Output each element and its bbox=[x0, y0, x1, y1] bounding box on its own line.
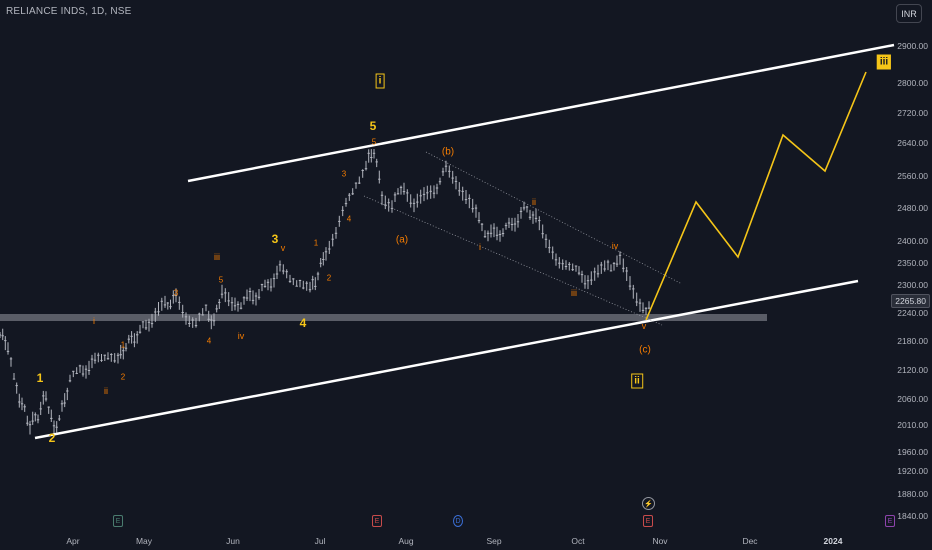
wave-label: 4 bbox=[206, 336, 212, 346]
time-tick: Dec bbox=[742, 536, 758, 546]
time-tick: Aug bbox=[398, 536, 414, 546]
upper-channel-line bbox=[187, 43, 895, 183]
lightning-icon[interactable]: ⚡ bbox=[642, 497, 655, 510]
wave-label: iii bbox=[876, 54, 892, 70]
wave-label: ii bbox=[631, 373, 643, 389]
time-tick: Oct bbox=[571, 536, 585, 546]
wave-label: i bbox=[93, 316, 95, 326]
time-tick: Nov bbox=[652, 536, 668, 546]
correction-channel-upper bbox=[425, 151, 683, 285]
event-marker[interactable]: E bbox=[113, 515, 123, 527]
wave-label: (b) bbox=[441, 146, 455, 158]
lower-channel-line bbox=[34, 279, 859, 440]
event-marker[interactable]: D bbox=[453, 515, 463, 527]
time-tick: May bbox=[135, 536, 153, 546]
wave-label: iii bbox=[571, 288, 577, 298]
wave-label: i bbox=[479, 242, 481, 252]
wave-label: iv bbox=[237, 331, 245, 341]
price-tick: 2300.00 bbox=[897, 280, 928, 290]
currency-button[interactable]: INR bbox=[896, 4, 922, 23]
price-tick: 2800.00 bbox=[897, 78, 928, 88]
price-tick: 2480.00 bbox=[897, 203, 928, 213]
wave-label: 4 bbox=[299, 316, 307, 330]
correction-channel-lower bbox=[363, 195, 663, 326]
price-tick: 2900.00 bbox=[897, 41, 928, 51]
wave-label: 1 bbox=[120, 340, 126, 350]
time-tick: Jul bbox=[314, 536, 326, 546]
event-marker[interactable]: E bbox=[643, 515, 653, 527]
price-tick: 2350.00 bbox=[897, 258, 928, 268]
price-tick: 2120.00 bbox=[897, 365, 928, 375]
wave-label: ii bbox=[104, 386, 108, 396]
price-tick: 1960.00 bbox=[897, 447, 928, 457]
wave-label: i bbox=[375, 73, 385, 89]
wave-label: 1 bbox=[36, 371, 44, 385]
price-tick: 2180.00 bbox=[897, 336, 928, 346]
price-tick: 2640.00 bbox=[897, 138, 928, 148]
wave-label: 3 bbox=[341, 169, 347, 179]
wave-label: 3 bbox=[271, 232, 279, 246]
symbol-title[interactable]: RELIANCE INDS, 1D, NSE bbox=[6, 6, 132, 17]
event-marker[interactable]: E bbox=[372, 515, 382, 527]
price-tick: 2060.00 bbox=[897, 394, 928, 404]
price-tick: 1840.00 bbox=[897, 511, 928, 521]
wave-label: v bbox=[280, 243, 286, 253]
candlestick-series bbox=[0, 149, 651, 435]
time-tick: Jun bbox=[226, 536, 240, 546]
last-price-tag: 2265.80 bbox=[891, 294, 930, 308]
price-tick: 2400.00 bbox=[897, 236, 928, 246]
wave-label: (a) bbox=[395, 234, 409, 246]
wave-label: (c) bbox=[639, 344, 651, 356]
price-tick: 2010.00 bbox=[897, 420, 928, 430]
projected-wave-path bbox=[645, 71, 867, 321]
wave-label: iv bbox=[611, 241, 619, 251]
wave-label: 5 bbox=[369, 119, 377, 133]
price-tick: 1920.00 bbox=[897, 466, 928, 476]
wave-label: iii bbox=[214, 252, 220, 262]
time-tick: Apr bbox=[66, 536, 80, 546]
event-marker[interactable]: E bbox=[885, 515, 895, 527]
wave-label: v bbox=[641, 321, 647, 331]
wave-label: 2 bbox=[326, 273, 332, 283]
wave-label: 2 bbox=[120, 372, 126, 382]
support-zone bbox=[0, 314, 767, 321]
time-tick: 2024 bbox=[823, 536, 843, 546]
price-tick: 2560.00 bbox=[897, 171, 928, 181]
price-tick: 2720.00 bbox=[897, 108, 928, 118]
wave-label: 4 bbox=[346, 214, 352, 224]
price-tick: 2240.00 bbox=[897, 308, 928, 318]
wave-label: 2 bbox=[48, 431, 56, 445]
price-tick: 1880.00 bbox=[897, 489, 928, 499]
wave-label: 5 bbox=[371, 137, 377, 147]
time-tick: Sep bbox=[486, 536, 502, 546]
wave-label: 5 bbox=[218, 275, 224, 285]
wave-label: 3 bbox=[173, 288, 179, 298]
wave-label: 1 bbox=[313, 238, 319, 248]
wave-label: ii bbox=[532, 197, 536, 207]
